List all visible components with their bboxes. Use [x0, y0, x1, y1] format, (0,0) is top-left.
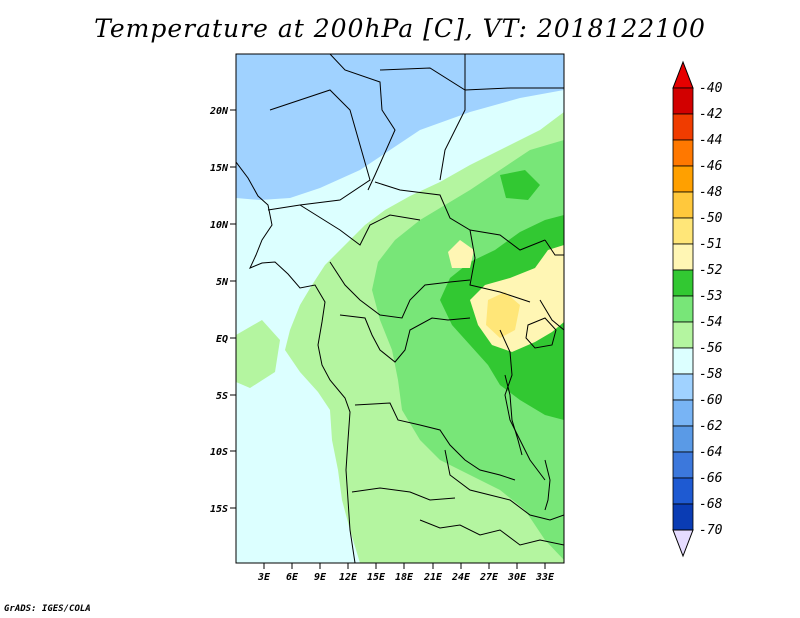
- lake-malawi: [544, 459, 551, 511]
- lon-label-30e: 30E: [507, 572, 527, 583]
- colorbar-label: -64: [699, 445, 722, 460]
- lon-label-12e: 12E: [339, 572, 358, 583]
- border-congo: [339, 314, 471, 363]
- lon-label-33e: 33E: [535, 572, 555, 583]
- border-angola-namibia: [351, 487, 456, 501]
- colorbar-box: [672, 321, 694, 349]
- map-frame: [235, 53, 565, 564]
- colorbar-label: -60: [699, 393, 723, 408]
- colorbar-label: -48: [699, 185, 723, 200]
- colorbar-box: [672, 269, 694, 297]
- colorbar-label: -68: [699, 497, 723, 512]
- colorbar-label: -70: [699, 523, 723, 538]
- field-minus-56-blob: [300, 140, 330, 168]
- colorbar-labels: -40 -42 -44 -46 -48 -50 -51 -52 -53 -54 -56 -58 -60 -…: [699, 81, 723, 538]
- lat-label-20n: 20N: [209, 106, 229, 117]
- field-minus-51-b: [500, 170, 540, 200]
- lake-victoria: [525, 317, 557, 349]
- colorbar-label: -50: [699, 211, 723, 226]
- lat-label-eq: EQ: [216, 334, 228, 345]
- border-nigeria: [299, 204, 421, 246]
- colorbar-label: -40: [699, 81, 723, 96]
- colorbar-label: -53: [699, 289, 722, 304]
- border-south: [419, 519, 564, 546]
- border-cameroon: [329, 261, 471, 319]
- lat-label-15s: 15S: [210, 504, 228, 515]
- colorbar-label: -56: [699, 341, 723, 356]
- lat-label-10s: 10S: [210, 447, 228, 458]
- grads-credit: GrADS: IGES/COLA: [4, 604, 91, 614]
- colorbar-box: [672, 373, 694, 401]
- colorbar-top-arrow: [672, 60, 694, 89]
- border-drc-south: [354, 402, 516, 481]
- border-zambia: [444, 449, 564, 521]
- colorbar-label: -52: [699, 263, 723, 278]
- temperature-field: [236, 54, 564, 563]
- coastline-west: [236, 161, 356, 563]
- colorbar-box: [672, 451, 694, 479]
- colorbar-label: -54: [699, 315, 722, 330]
- lon-label-24e: 24E: [451, 572, 471, 583]
- colorbar-boxes: [672, 87, 694, 531]
- lat-label-15n: 15N: [210, 163, 229, 174]
- colorbar-label: -42: [699, 107, 723, 122]
- border-north-lines: [379, 67, 564, 91]
- colorbar-box: [672, 87, 694, 115]
- lat-label-10n: 10N: [210, 220, 229, 231]
- colorbar-box: [672, 399, 694, 427]
- field-minus-53-west: [236, 320, 280, 388]
- lon-label-3e: 3E: [257, 572, 271, 583]
- colorbar-label: -51: [699, 237, 722, 252]
- lon-label-9e: 9E: [314, 572, 327, 583]
- colorbar-box: [672, 477, 694, 505]
- colorbar-box: [672, 139, 694, 167]
- colorbar-label: -66: [699, 471, 723, 486]
- colorbar-legend: -40 -42 -44 -46 -48 -50 -51 -52 -53 -54 -56 -58 -60 -…: [672, 60, 723, 558]
- border-algeria-libya: [329, 54, 396, 191]
- lon-label-27e: 27E: [479, 572, 499, 583]
- lat-label-5n: 5N: [216, 277, 229, 288]
- lon-label-15e: 15E: [367, 572, 386, 583]
- lat-label-5s: 5S: [216, 391, 228, 402]
- colorbar-label: -44: [699, 133, 722, 148]
- field-minus-48: [486, 292, 520, 338]
- coastlines-borders: [236, 54, 564, 563]
- border-libya-egypt: [439, 54, 466, 181]
- colorbar-box: [672, 503, 694, 531]
- border-niger-chad: [374, 181, 546, 251]
- lake-tanganyika: [504, 374, 523, 456]
- colorbar-box: [672, 243, 694, 271]
- colorbar-box: [672, 113, 694, 141]
- lon-label-6e: 6E: [286, 572, 299, 583]
- colorbar-bottom-arrow: [672, 529, 694, 558]
- lon-label-21e: 21E: [423, 572, 443, 583]
- latitude-axis: 20N 15N 10N 5N EQ 5S 10S 15S: [209, 106, 236, 515]
- border-drc-east: [499, 329, 546, 481]
- colorbar-label: -58: [699, 367, 723, 382]
- colorbar-box: [672, 425, 694, 453]
- map-title: Temperature at 200hPa [C], VT: 201812210…: [94, 14, 706, 43]
- colorbar-box: [672, 347, 694, 375]
- border-kenya: [539, 299, 564, 331]
- colorbar-label: -62: [699, 419, 723, 434]
- border-sudan-east: [544, 239, 564, 256]
- colorbar-box: [672, 217, 694, 245]
- colorbar-box: [672, 191, 694, 219]
- colorbar-box: [672, 295, 694, 323]
- field-minus-50-blob: [448, 240, 474, 268]
- border-car-sudan: [469, 229, 531, 303]
- longitude-axis: 3E 6E 9E 12E 15E 18E 21E 24E 27E 30E 33E: [257, 563, 555, 583]
- colorbar-box: [672, 165, 694, 193]
- colorbar-label: -46: [699, 159, 723, 174]
- lon-label-18e: 18E: [395, 572, 414, 583]
